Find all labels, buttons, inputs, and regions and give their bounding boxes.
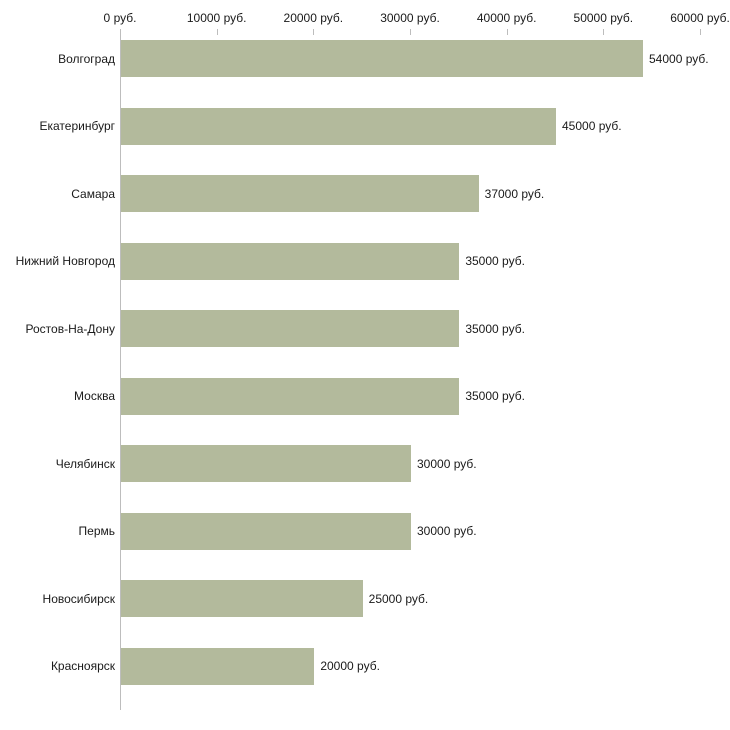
bar [121,175,479,212]
value-label: 30000 руб. [417,456,477,471]
x-tick-mark [313,29,315,35]
bar-row: Самара 37000 руб. [0,170,730,238]
bar [121,445,411,482]
bar-row: Волгоград 54000 руб. [0,35,730,103]
x-tick-mark [216,29,218,35]
value-label: 45000 руб. [562,119,622,133]
bar [121,310,460,347]
category-label: Ростов-На-Дону [25,321,115,336]
x-tick-label: 40000 руб. [476,11,537,25]
x-tick-mark [410,29,411,35]
bar [121,377,460,415]
value-label: 20000 руб. [320,659,380,673]
value-label: 54000 руб. [649,51,709,66]
value-label: 35000 руб. [465,389,525,403]
bar-row: Екатеринбург 45000 руб. [0,103,730,171]
value-label: 25000 руб. [368,591,429,606]
category-label: Нижний Новгород [15,254,115,268]
bar [121,580,363,617]
value-label: 37000 руб. [484,186,545,201]
bar-row: Новосибирск 25000 руб. [0,575,730,643]
bar [121,647,315,685]
category-label: Екатеринбург [39,119,116,133]
value-label: 30000 руб. [417,524,477,538]
bar-row: Нижний Новгород 35000 руб. [0,238,730,306]
bar [121,242,460,280]
x-tick-label: 10000 руб. [186,11,247,25]
x-tick-label: 20000 руб. [283,11,344,25]
value-label: 35000 руб. [465,254,525,268]
x-tick-mark [603,29,605,35]
x-tick-mark [506,29,508,35]
x-tick-label: 30000 руб. [380,11,440,25]
category-label: Новосибирск [42,591,115,606]
category-label: Красноярск [50,659,115,673]
bar-row: Пермь 30000 руб. [0,508,730,576]
category-label: Волгоград [58,51,115,66]
bar-row: Москва 35000 руб. [0,373,730,441]
category-label: Москва [74,389,115,403]
category-label: Самара [71,186,115,201]
category-label: Челябинск [55,456,115,471]
category-label: Пермь [78,524,115,538]
x-tick-mark [700,29,701,35]
x-tick-label: 0 руб. [103,11,137,25]
bar-row: Красноярск 20000 руб. [0,643,730,711]
bar-row: Челябинск 30000 руб. [0,440,730,508]
bar [121,512,411,550]
x-tick-label: 60000 руб. [670,11,730,25]
y-axis-line [120,35,121,710]
value-label: 35000 руб. [465,321,525,336]
bar-row: Ростов-На-Дону 35000 руб. [0,305,730,373]
bar [121,40,643,77]
x-tick-label: 50000 руб. [573,11,634,25]
bar [121,107,556,145]
x-tick-mark [120,29,121,35]
